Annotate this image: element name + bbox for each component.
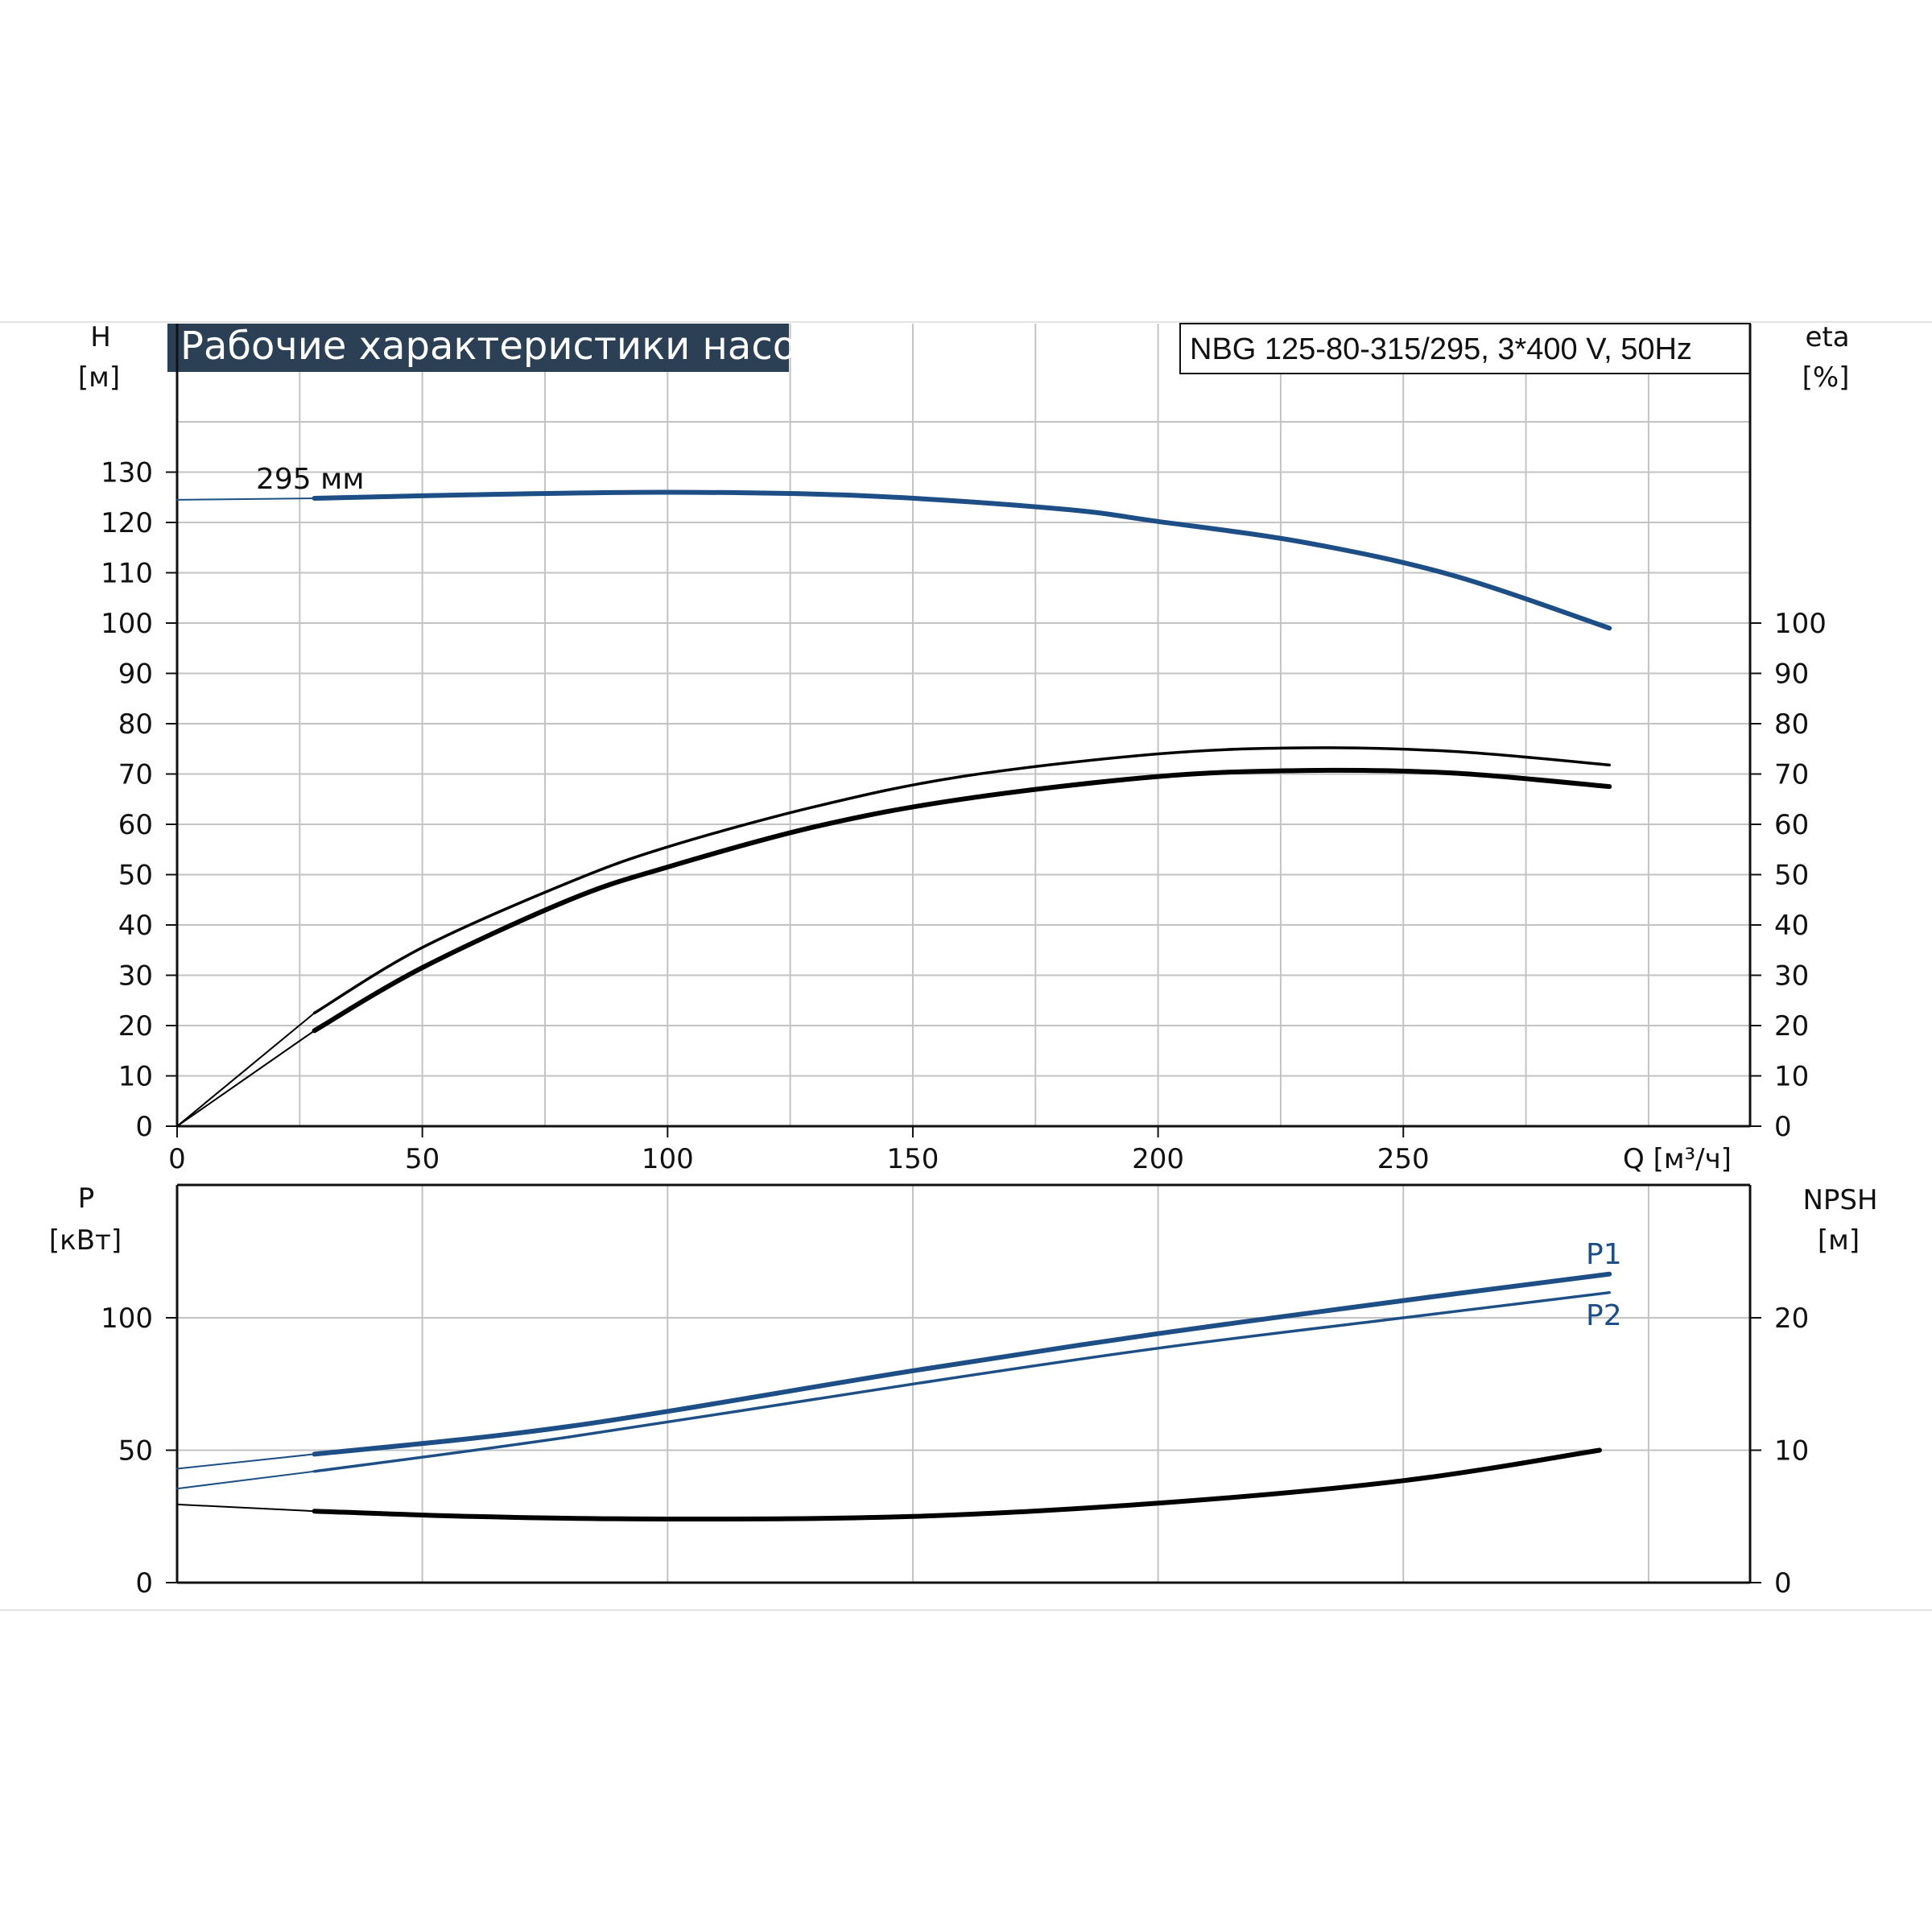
x-tick-label: 250 [1377,1143,1430,1175]
p-axis-unit: [кВт] [49,1224,122,1257]
npsh-curve [312,1447,1602,1522]
impeller-diameter-label: 295 мм [256,463,364,496]
P1-extrapolated-curve [176,1453,316,1470]
bottom-tick-labels: 0 50 100 0 10 20 [101,1302,1809,1600]
top-right-tick-label: 80 [1774,708,1809,741]
top-left-tick-label: 20 [118,1010,153,1042]
top-right-tick-label: 10 [1774,1061,1809,1093]
top-right-tick-label: 60 [1774,809,1809,841]
P2-extrapolated-curve [176,1470,316,1490]
bottom-grid [177,1185,1750,1583]
chart-title: Рабочие характеристики насоса [180,324,841,369]
x-tick-label: 200 [1132,1143,1184,1175]
top-left-tick-label: 50 [118,860,153,892]
head-extrapolated-curve [176,497,316,501]
eta-axis-unit: [%] [1802,361,1850,394]
top-left-tick-label: 110 [101,558,153,590]
top-left-tick-label: 40 [118,910,153,942]
top-right-tick-label: 0 [1774,1111,1792,1143]
top-right-tick-label: 20 [1774,1010,1809,1042]
top-right-tick-label: 30 [1774,960,1809,993]
eta-thick-extrapolated-curve [176,1030,316,1127]
bottom-right-tick-label: 20 [1774,1302,1809,1335]
bottom-left-tick-label: 0 [135,1567,153,1600]
top-left-tick-label: 100 [101,608,153,640]
top-left-tick-label: 90 [118,658,153,691]
x-tick-label: 0 [168,1143,186,1175]
top-left-tick-label: 70 [118,759,153,791]
top-right-tick-label: 40 [1774,910,1809,942]
x-tick-label: 50 [405,1143,440,1175]
npsh-axis-unit: [м] [1818,1224,1860,1257]
top-left-tick-label: 120 [101,507,153,539]
top-grid [177,324,1750,1126]
q-axis-label: Q [м³/ч] [1623,1143,1732,1175]
P1-curve [312,1271,1612,1457]
top-left-tick-label: 30 [118,960,153,993]
npsh-axis-label: NPSH [1802,1184,1877,1216]
P2-curve [312,1290,1611,1473]
eta-axis-label: eta [1805,321,1849,353]
eta-thin-extrapolated-curve [176,1012,316,1127]
eta-thick-curve [312,767,1612,1034]
top-right-tick-label: 90 [1774,658,1809,691]
x-tick-label: 100 [642,1143,694,1175]
bottom-curves [176,1271,1612,1522]
title-box [167,324,789,372]
top-left-tick-label: 60 [118,809,153,841]
bottom-left-tick-label: 100 [101,1302,153,1335]
h-axis-unit: [м] [78,361,120,394]
top-right-tick-label: 50 [1774,860,1809,892]
top-tick-labels: 0 10 20 30 40 50 60 70 80 90 100 110 120 130 0 10 20 30 40… [101,457,1827,1176]
chart-subtitle: NBG 125-80-315/295, 3*400 V, 50Hz [1190,332,1692,366]
top-left-tick-label: 130 [101,457,153,489]
top-left-tick-label: 80 [118,708,153,741]
eta-thin-curve [312,746,1611,1015]
model-box [1179,323,1751,374]
top-right-tick-label: 70 [1774,759,1809,791]
bottom-right-tick-label: 10 [1774,1435,1809,1468]
x-tick-label: 150 [886,1143,939,1175]
bottom-left-tick-label: 50 [118,1435,153,1468]
bottom-axes [166,1183,1761,1584]
h-axis-label: H [90,321,111,353]
top-left-tick-label: 10 [118,1061,153,1093]
top-axes [166,324,1761,1137]
p1-label: P1 [1586,1238,1622,1271]
head-curve [312,489,1612,631]
bottom-right-tick-label: 0 [1774,1567,1792,1600]
top-right-tick-label: 100 [1774,608,1827,640]
top-left-tick-label: 0 [135,1111,153,1143]
p2-label: P2 [1586,1299,1622,1332]
top-curves [176,489,1612,1127]
npsh-extrapolated-curve [176,1503,316,1513]
p-axis-label: P [78,1183,95,1215]
